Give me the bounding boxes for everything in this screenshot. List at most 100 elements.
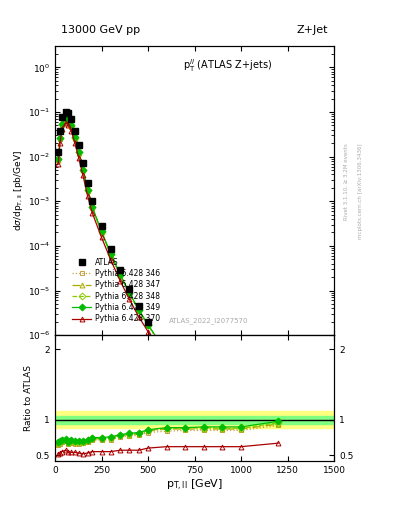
Line: Pythia 6.428 348: Pythia 6.428 348 bbox=[56, 116, 281, 455]
Pythia 6.428 346 bbox=[183, 372, 187, 378]
Pythia 6.428 346 bbox=[90, 205, 95, 211]
Pythia 6.428 346 bbox=[85, 188, 90, 194]
Pythia 6.428 370 bbox=[239, 429, 243, 435]
Pythia 6.428 349 bbox=[90, 204, 95, 210]
Pythia 6.428 348 bbox=[76, 150, 81, 156]
Pythia 6.428 370 bbox=[146, 329, 151, 335]
Bar bbox=[55, 411, 334, 429]
Pythia 6.428 349 bbox=[118, 271, 123, 278]
Pythia 6.428 348 bbox=[108, 251, 113, 258]
Pythia 6.428 348 bbox=[183, 371, 187, 377]
Pythia 6.428 347 bbox=[60, 121, 64, 127]
ATLAS bbox=[63, 109, 68, 115]
Line: Pythia 6.428 349: Pythia 6.428 349 bbox=[56, 116, 281, 454]
ATLAS bbox=[66, 110, 71, 116]
Text: ATLAS_2022_I2077570: ATLAS_2022_I2077570 bbox=[169, 317, 248, 324]
Pythia 6.428 346 bbox=[220, 409, 225, 415]
Pythia 6.428 370 bbox=[63, 120, 68, 126]
ATLAS bbox=[239, 419, 243, 425]
Pythia 6.428 349 bbox=[73, 134, 77, 140]
Pythia 6.428 348 bbox=[73, 135, 77, 141]
Pythia 6.428 346 bbox=[66, 118, 71, 124]
Pythia 6.428 346 bbox=[202, 391, 206, 397]
Pythia 6.428 347 bbox=[85, 187, 90, 194]
Pythia 6.428 348 bbox=[99, 229, 104, 235]
Pythia 6.428 370 bbox=[90, 210, 95, 216]
ATLAS bbox=[276, 448, 281, 454]
Pythia 6.428 346 bbox=[164, 351, 169, 357]
Pythia 6.428 349 bbox=[127, 290, 132, 296]
ATLAS bbox=[60, 114, 64, 120]
Y-axis label: d$\sigma$/dp$_{\mathregular{T,ll}}$ [pb/GeV]: d$\sigma$/dp$_{\mathregular{T,ll}}$ [pb/… bbox=[12, 150, 25, 231]
Pythia 6.428 347 bbox=[118, 272, 123, 279]
Pythia 6.428 370 bbox=[99, 234, 104, 241]
Pythia 6.428 346 bbox=[108, 252, 113, 258]
Pythia 6.428 348 bbox=[164, 350, 169, 356]
Pythia 6.428 349 bbox=[76, 149, 81, 155]
Pythia 6.428 349 bbox=[81, 166, 85, 173]
Pythia 6.428 349 bbox=[220, 408, 225, 414]
Pythia 6.428 370 bbox=[85, 193, 90, 199]
ATLAS bbox=[58, 127, 62, 134]
Pythia 6.428 370 bbox=[108, 257, 113, 263]
Line: Pythia 6.428 346: Pythia 6.428 346 bbox=[56, 116, 281, 455]
Pythia 6.428 347 bbox=[136, 307, 141, 313]
Pythia 6.428 370 bbox=[202, 398, 206, 404]
Pythia 6.428 346 bbox=[127, 291, 132, 297]
Pythia 6.428 346 bbox=[58, 136, 62, 142]
Line: Pythia 6.428 347: Pythia 6.428 347 bbox=[56, 116, 281, 455]
Pythia 6.428 347 bbox=[99, 229, 104, 235]
Bar bbox=[55, 416, 334, 424]
Pythia 6.428 349 bbox=[63, 115, 68, 121]
Pythia 6.428 346 bbox=[73, 136, 77, 142]
Pythia 6.428 348 bbox=[63, 115, 68, 121]
Pythia 6.428 346 bbox=[63, 116, 68, 122]
Pythia 6.428 347 bbox=[81, 167, 85, 173]
ATLAS bbox=[220, 405, 225, 411]
Pythia 6.428 370 bbox=[73, 140, 77, 146]
Pythia 6.428 347 bbox=[66, 118, 71, 124]
Pythia 6.428 347 bbox=[146, 322, 151, 328]
Pythia 6.428 346 bbox=[60, 121, 64, 127]
Pythia 6.428 346 bbox=[69, 123, 73, 130]
ATLAS bbox=[183, 369, 187, 375]
Pythia 6.428 347 bbox=[276, 450, 281, 456]
Pythia 6.428 348 bbox=[56, 156, 61, 162]
ATLAS bbox=[90, 198, 95, 204]
Pythia 6.428 347 bbox=[56, 157, 61, 163]
ATLAS bbox=[146, 318, 151, 325]
Pythia 6.428 370 bbox=[136, 314, 141, 320]
Legend: ATLAS, Pythia 6.428 346, Pythia 6.428 347, Pythia 6.428 348, Pythia 6.428 349, P: ATLAS, Pythia 6.428 346, Pythia 6.428 34… bbox=[70, 255, 163, 326]
Pythia 6.428 348 bbox=[90, 204, 95, 210]
Pythia 6.428 370 bbox=[183, 378, 187, 384]
Pythia 6.428 348 bbox=[69, 123, 73, 129]
ATLAS bbox=[85, 180, 90, 186]
Pythia 6.428 348 bbox=[58, 135, 62, 141]
Pythia 6.428 347 bbox=[90, 204, 95, 210]
Pythia 6.428 370 bbox=[81, 173, 85, 179]
Pythia 6.428 348 bbox=[276, 449, 281, 455]
Pythia 6.428 370 bbox=[69, 127, 73, 134]
Pythia 6.428 348 bbox=[85, 187, 90, 193]
ATLAS bbox=[108, 245, 113, 251]
Pythia 6.428 370 bbox=[127, 296, 132, 303]
Pythia 6.428 346 bbox=[239, 423, 243, 429]
Pythia 6.428 349 bbox=[99, 228, 104, 234]
Pythia 6.428 370 bbox=[76, 155, 81, 161]
Pythia 6.428 346 bbox=[81, 167, 85, 174]
Pythia 6.428 346 bbox=[136, 308, 141, 314]
Pythia 6.428 370 bbox=[66, 122, 71, 128]
ATLAS bbox=[164, 348, 169, 354]
Pythia 6.428 349 bbox=[69, 122, 73, 129]
Pythia 6.428 348 bbox=[220, 408, 225, 414]
ATLAS bbox=[118, 267, 123, 273]
Pythia 6.428 347 bbox=[183, 372, 187, 378]
ATLAS bbox=[136, 303, 141, 309]
ATLAS bbox=[202, 388, 206, 394]
Pythia 6.428 370 bbox=[118, 278, 123, 284]
Pythia 6.428 348 bbox=[66, 117, 71, 123]
Pythia 6.428 348 bbox=[202, 391, 206, 397]
Text: 13000 GeV pp: 13000 GeV pp bbox=[61, 25, 140, 34]
ATLAS bbox=[99, 223, 104, 229]
Pythia 6.428 348 bbox=[60, 121, 64, 127]
